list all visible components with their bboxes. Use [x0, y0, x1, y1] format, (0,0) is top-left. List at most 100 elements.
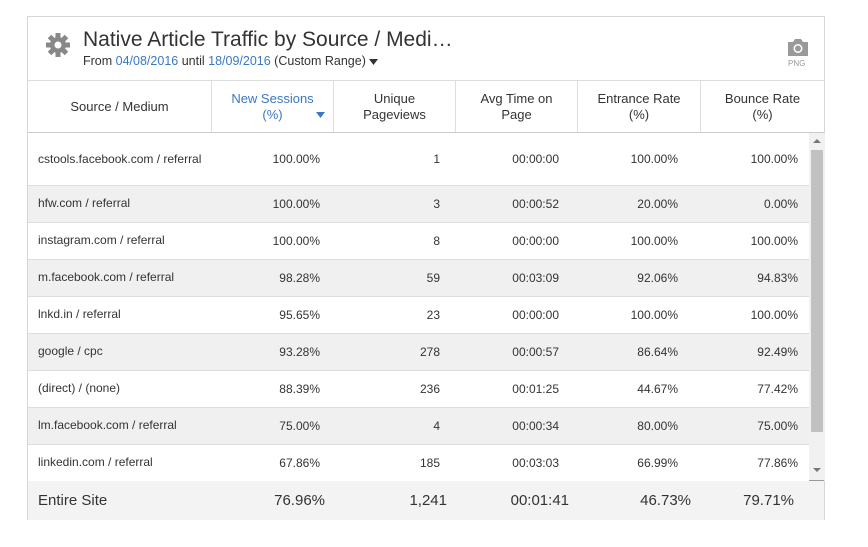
value-cell: 100.00%	[630, 152, 678, 166]
settings-icon[interactable]	[44, 31, 74, 61]
source-cell: google / cpc	[38, 344, 103, 358]
table-row	[28, 370, 809, 407]
value-cell: 77.42%	[757, 381, 798, 396]
column-header[interactable]: Unique Pageviews	[334, 81, 456, 132]
value-cell: 4	[433, 418, 440, 433]
header-bottom-line	[28, 132, 824, 133]
value-cell: 100.00%	[750, 233, 798, 248]
value-cell: 44.67%	[637, 381, 678, 396]
value-cell: 23	[426, 307, 440, 322]
value-cell: 236	[419, 381, 440, 396]
value-cell: 66.99%	[637, 455, 678, 470]
column-header[interactable]: Source / Medium	[28, 81, 212, 132]
export-label: PNG	[788, 59, 806, 68]
header-line: Bounce Rate	[724, 90, 801, 106]
source-cell: hfw.com / referral	[38, 196, 131, 210]
table-row	[28, 296, 809, 333]
value-cell: 95.65%	[279, 307, 320, 322]
value-cell: 100.00%	[750, 307, 798, 322]
sort-arrow	[316, 112, 325, 118]
source-cell: cstools.facebook.com / referral	[38, 151, 202, 166]
value-cell: 100.00%	[630, 233, 678, 248]
value-cell: 00:00:00	[512, 152, 559, 166]
value-cell: 00:00:00	[512, 233, 559, 248]
value-cell: 0.00%	[763, 196, 798, 211]
end-date[interactable]: 18/09/2016	[208, 54, 271, 68]
column-header[interactable]: Bounce Rate (%)	[701, 81, 824, 132]
header-line: Page	[501, 106, 532, 122]
column-header[interactable]: Avg Time on Page	[456, 81, 578, 132]
value-cell: 88.39%	[279, 381, 320, 396]
table-row	[28, 259, 809, 296]
value-cell: 77.86%	[757, 455, 798, 470]
table-row	[28, 133, 809, 185]
column-header[interactable]: Entrance Rate (%)	[578, 81, 701, 132]
value-cell: 80.00%	[637, 418, 678, 433]
value-cell: 20.00%	[637, 196, 678, 211]
footer-value: 1,241	[409, 492, 447, 509]
value-cell: 93.28%	[279, 344, 320, 359]
footer-value: 79.71%	[743, 492, 794, 509]
column-header[interactable]: New Sessions (%)	[212, 81, 334, 132]
value-cell: 67.86%	[279, 455, 320, 470]
source-cell: instagram.com / referral	[38, 233, 165, 247]
camera-icon[interactable]	[786, 37, 810, 57]
value-cell: 86.64%	[637, 344, 678, 359]
scroll-down[interactable]	[811, 466, 823, 474]
footer-value: 46.73%	[640, 492, 691, 509]
value-cell: 92.49%	[757, 344, 798, 359]
scrollbar-thumb[interactable]	[811, 150, 823, 432]
footer-label: Entire Site	[38, 492, 108, 509]
header-line: Pageviews	[363, 106, 426, 122]
value-cell: 100.00%	[630, 307, 678, 322]
start-date[interactable]: 04/08/2016	[115, 54, 179, 68]
widget-title: Native Article Traffic by Source / Medi…	[83, 28, 453, 51]
value-cell: 00:00:34	[512, 418, 559, 433]
value-cell: 00:03:03	[512, 455, 559, 470]
value-cell: 00:00:52	[512, 196, 559, 211]
value-cell: 98.28%	[279, 270, 320, 285]
table-row	[28, 407, 809, 444]
from-label: From	[83, 54, 113, 68]
value-cell: 100.00%	[272, 152, 320, 166]
header-line: New Sessions	[231, 90, 314, 106]
value-cell: 59	[426, 270, 440, 285]
value-cell: 00:01:25	[512, 381, 559, 396]
dropdown-caret	[369, 59, 379, 65]
table-row	[28, 333, 809, 370]
header-line: (%)	[262, 106, 283, 122]
value-cell: 100.00%	[272, 196, 320, 211]
date-range: From 04/08/2016 until 18/09/2016 (Custom…	[83, 54, 379, 68]
value-cell: 8	[433, 233, 440, 248]
value-cell: 00:00:00	[512, 307, 559, 322]
value-cell: 185	[419, 455, 440, 470]
value-cell: 92.06%	[637, 270, 678, 285]
source-cell: m.facebook.com / referral	[38, 270, 175, 284]
footer-value: 76.96%	[274, 492, 325, 509]
value-cell: 100.00%	[272, 233, 320, 248]
source-cell: (direct) / (none)	[38, 381, 121, 395]
value-cell: 3	[433, 196, 440, 211]
header-line: Entrance Rate	[597, 90, 681, 106]
table-row	[28, 444, 809, 481]
header-line: Unique	[373, 90, 416, 106]
table-row	[28, 185, 809, 222]
value-cell: 00:00:57	[512, 344, 559, 359]
footer-value: 00:01:41	[510, 492, 569, 509]
value-cell: 75.00%	[757, 418, 798, 433]
source-cell: lm.facebook.com / referral	[38, 418, 177, 432]
value-cell: 00:03:09	[512, 270, 559, 285]
header-divider	[28, 80, 824, 81]
header-line: (%)	[752, 106, 773, 122]
value-cell: 100.00%	[750, 152, 798, 166]
value-cell: 75.00%	[279, 418, 320, 433]
header-line: (%)	[628, 106, 650, 122]
until-label: until	[181, 54, 205, 68]
header-line: Avg Time on	[480, 90, 553, 106]
scroll-up[interactable]	[811, 137, 823, 145]
range-dropdown[interactable]: (Custom Range)	[274, 54, 366, 68]
value-cell: 94.83%	[757, 270, 798, 285]
table-row	[28, 222, 809, 259]
value-cell: 1	[433, 152, 440, 166]
source-cell: lnkd.in / referral	[38, 307, 121, 321]
